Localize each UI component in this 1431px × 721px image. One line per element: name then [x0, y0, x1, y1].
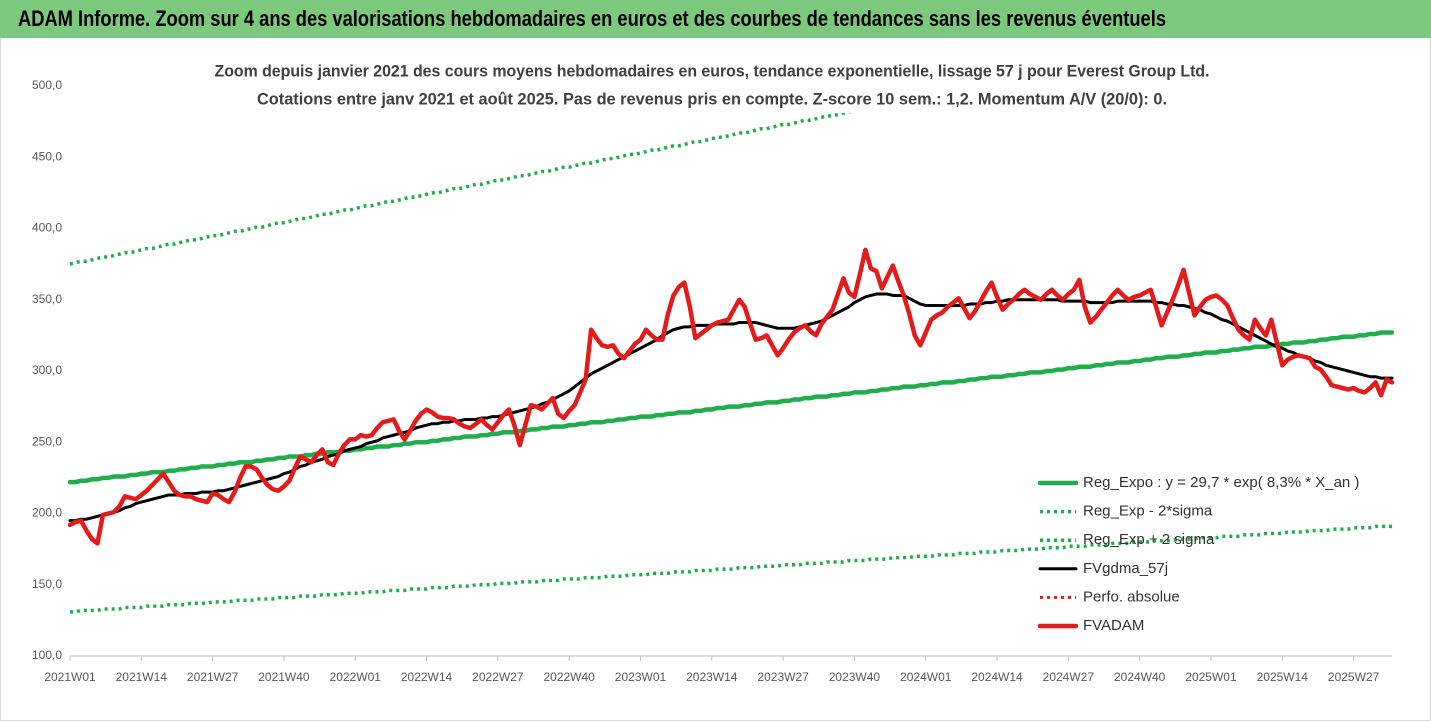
x-tick-label: 2025W01 [1185, 670, 1237, 684]
subtitle: Cotations entre janv 2021 et août 2025. … [257, 89, 1167, 108]
x-tick-label: 2022W27 [472, 670, 524, 684]
series-line [67, 247, 1395, 546]
y-tick-label: 100,0 [32, 648, 62, 662]
series-line [70, 524, 1392, 614]
y-tick-label: 500,0 [32, 78, 62, 92]
legend-label: Perfo. absolue [1083, 588, 1180, 605]
x-tick-label: 2023W27 [757, 670, 809, 684]
subtitle-box [208, 55, 1218, 113]
x-tick-label: 2022W14 [401, 670, 453, 684]
title-bar [0, 0, 1431, 38]
x-tick-label: 2021W01 [44, 670, 96, 684]
legend-label: Reg_Exp + 2 sigma [1083, 531, 1215, 548]
y-tick-label: 150,0 [32, 577, 62, 591]
x-tick-label: 2023W40 [829, 670, 881, 684]
legend-label: Reg_Expo : y = 29,7 * exp( 8,3% * X_an ) [1083, 474, 1359, 491]
x-tick-label: 2021W14 [116, 670, 168, 684]
plot [67, 86, 1395, 614]
legend-label: Reg_Exp - 2*sigma [1083, 503, 1213, 520]
y-tick-label: 350,0 [32, 292, 62, 306]
x-tick-label: 2023W01 [615, 670, 667, 684]
x-tick-label: 2024W27 [1043, 670, 1095, 684]
y-tick-label: 300,0 [32, 363, 62, 377]
x-tick-label: 2022W01 [330, 670, 382, 684]
y-tick-label: 250,0 [32, 434, 62, 448]
series-line [69, 86, 994, 266]
x-tick-label: 2021W27 [187, 670, 239, 684]
x-tick-label: 2022W40 [543, 670, 595, 684]
y-tick-label: 400,0 [32, 221, 62, 235]
series-line [67, 330, 1395, 485]
x-tick-label: 2021W40 [258, 670, 310, 684]
x-tick-label: 2024W40 [1114, 670, 1166, 684]
chart-title: ADAM Informe. Zoom sur 4 ans des valoris… [18, 6, 1166, 31]
x-tick-label: 2023W14 [686, 670, 738, 684]
subtitle: Zoom depuis janvier 2021 des cours moyen… [215, 61, 1210, 80]
x-tick-label: 2025W27 [1328, 670, 1380, 684]
legend-label: FVADAM [1083, 617, 1144, 634]
x-tick-label: 2025W14 [1257, 670, 1309, 684]
x-tick-label: 2024W01 [900, 670, 952, 684]
x-tick-label: 2024W14 [971, 670, 1023, 684]
y-tick-label: 450,0 [32, 149, 62, 163]
legend-label: FVgdma_57j [1083, 560, 1168, 577]
y-tick-label: 200,0 [32, 506, 62, 520]
